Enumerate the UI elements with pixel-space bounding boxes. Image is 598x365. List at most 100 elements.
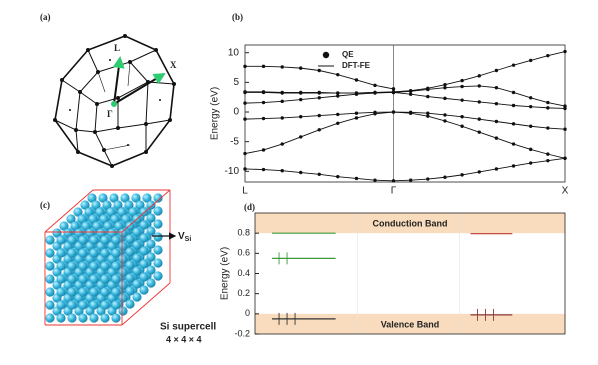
atom (92, 221, 102, 231)
atom (153, 271, 163, 281)
atom (111, 274, 121, 284)
atom (111, 235, 121, 245)
atom (84, 207, 94, 217)
atom (59, 221, 69, 231)
region-label: Conduction Band (373, 218, 448, 228)
atom (125, 286, 135, 296)
caption: Si supercell (160, 322, 216, 333)
atom (153, 206, 163, 216)
panel-label: (d) (244, 202, 255, 212)
atom (153, 245, 163, 255)
atom (107, 228, 117, 238)
dftfe-line (244, 111, 566, 130)
atom (78, 261, 88, 271)
atom (118, 293, 128, 303)
atom (56, 287, 66, 297)
atom (146, 226, 156, 236)
atom (153, 232, 163, 242)
atom (146, 213, 156, 223)
atom (114, 221, 124, 231)
atom (52, 228, 62, 238)
atom (91, 200, 101, 210)
atom (67, 274, 77, 284)
atom (100, 261, 110, 271)
atom (113, 200, 123, 210)
atom (111, 261, 121, 271)
atom (100, 313, 110, 323)
y-tick-label: -0.2 (234, 328, 250, 338)
atom (88, 214, 98, 224)
atom (131, 193, 141, 203)
atom (153, 219, 163, 229)
atom (132, 227, 142, 237)
panel-label: (b) (232, 12, 243, 22)
atom (142, 193, 152, 203)
atom (111, 287, 121, 297)
atom (120, 193, 130, 203)
dftfe-line (244, 157, 566, 182)
atom (45, 274, 55, 284)
atom (77, 214, 87, 224)
atom (78, 300, 88, 310)
atom (99, 214, 109, 224)
atom (96, 228, 106, 238)
atom (117, 207, 127, 217)
atom (132, 292, 142, 302)
x-tick-label: L (242, 186, 248, 197)
atom (102, 200, 112, 210)
point-label: Γ (107, 109, 113, 119)
atom (139, 259, 149, 269)
atom (45, 300, 55, 310)
y-axis-label: Energy (eV) (220, 247, 231, 300)
cell-edge (44, 189, 94, 233)
atom (78, 313, 88, 323)
atom (78, 287, 88, 297)
y-tick-label: 0.4 (237, 268, 250, 278)
atom (100, 274, 110, 284)
atom (67, 248, 77, 258)
atom (45, 313, 55, 323)
atom (132, 240, 142, 250)
x-tick-label: Γ (391, 186, 397, 197)
atom (125, 234, 135, 244)
y-tick-label: 5 (233, 77, 239, 88)
atom (118, 228, 128, 238)
qe-point (391, 87, 396, 91)
atom (139, 272, 149, 282)
atom (132, 266, 142, 276)
legend-label: DFT-FE (342, 61, 371, 70)
atom (146, 200, 156, 210)
atom (78, 235, 88, 245)
caption: 4 × 4 × 4 (166, 334, 202, 344)
y-tick-label: 0.2 (237, 288, 250, 298)
atom (109, 193, 119, 203)
atom (146, 252, 156, 262)
atom (67, 300, 77, 310)
atom (153, 193, 163, 203)
plot-frame (244, 44, 566, 183)
atom (111, 313, 121, 323)
atom (89, 274, 99, 284)
atom (103, 221, 113, 231)
atom (67, 261, 77, 271)
legend-label: QE (342, 50, 354, 59)
atom (73, 207, 83, 217)
atom (132, 253, 142, 263)
y-axis-label: Energy (eV) (210, 87, 221, 140)
atom (106, 207, 116, 217)
cell-edge (121, 282, 171, 326)
vacancy-subscript: Si (185, 236, 192, 243)
region-label: Valence Band (381, 319, 440, 329)
atom (63, 228, 73, 238)
atom (146, 239, 156, 249)
y-tick-label: -5 (230, 136, 239, 147)
atom (139, 220, 149, 230)
atom (146, 278, 156, 288)
point-label: X (170, 60, 177, 70)
atom (56, 300, 66, 310)
y-tick-label: -10 (225, 166, 240, 177)
atom (121, 214, 131, 224)
atom (56, 313, 66, 323)
panel-label: (a) (40, 12, 51, 22)
atom (67, 287, 77, 297)
